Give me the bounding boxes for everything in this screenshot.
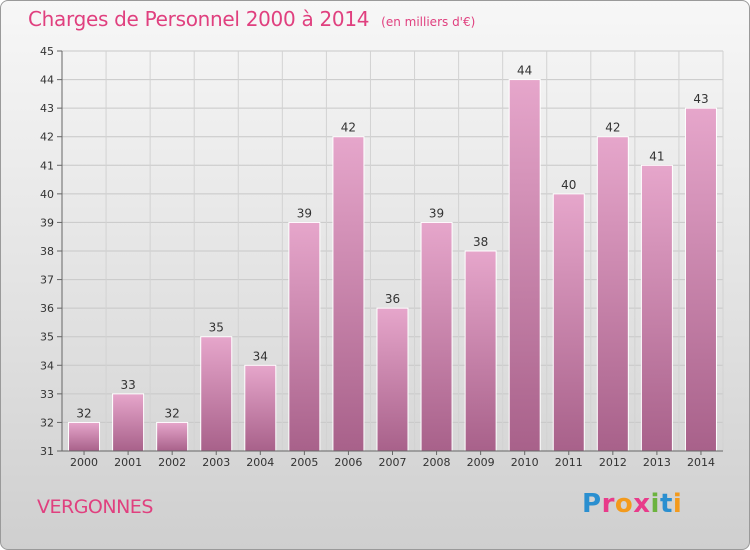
- chart-title: Charges de Personnel 2000 à 2014 (en mill…: [28, 7, 475, 31]
- bars: 32 33 32 35 34 39 42 36 39 38 44 40 42 41 43: [68, 64, 717, 452]
- y-axis: 31 32 33 34 35 36 37 38 39 40 41 42 43 44 45: [40, 45, 63, 458]
- x-tick-label: 2013: [643, 456, 671, 469]
- logo-letter-t: t: [659, 489, 673, 519]
- x-tick-label: 2003: [202, 456, 230, 469]
- x-tick-label: 2009: [467, 456, 495, 469]
- y-tick-label: 39: [40, 216, 54, 229]
- bar: [420, 221, 453, 452]
- data-label: 42: [341, 121, 356, 135]
- data-label: 32: [165, 406, 180, 420]
- data-label: 44: [517, 64, 532, 78]
- y-tick-label: 34: [40, 359, 54, 372]
- data-label: 40: [561, 178, 576, 192]
- data-label: 41: [649, 149, 664, 163]
- x-tick-label: 2004: [246, 456, 274, 469]
- y-tick-label: 40: [40, 188, 54, 201]
- y-tick-label: 33: [40, 388, 54, 401]
- data-label: 33: [120, 378, 135, 392]
- bar: [464, 250, 497, 452]
- bar: [200, 336, 233, 452]
- y-tick-label: 31: [40, 445, 54, 458]
- bar: [112, 393, 145, 452]
- bar: [288, 221, 321, 452]
- y-tick-label: 42: [40, 131, 54, 144]
- x-tick-label: 2011: [555, 456, 583, 469]
- data-label: 34: [253, 349, 268, 363]
- y-tick-label: 38: [40, 245, 54, 258]
- data-label: 32: [76, 406, 91, 420]
- x-tick-label: 2007: [379, 456, 407, 469]
- x-tick-label: 2002: [158, 456, 186, 469]
- y-tick-label: 35: [40, 331, 54, 344]
- bar: [244, 364, 277, 452]
- data-label: 43: [693, 92, 708, 106]
- bar: [684, 107, 717, 452]
- title-text: Charges de Personnel 2000 à 2014: [28, 7, 370, 31]
- proxiti-logo[interactable]: Proxiti: [582, 489, 682, 519]
- y-tick-label: 43: [40, 102, 54, 115]
- logo-letter-o: o: [614, 489, 634, 519]
- data-label: 35: [209, 321, 224, 335]
- x-tick-label: 2005: [290, 456, 318, 469]
- x-tick-label: 2010: [511, 456, 539, 469]
- x-tick-label: 2008: [423, 456, 451, 469]
- bar: [68, 421, 101, 452]
- location-label: VERGONNES: [37, 496, 153, 518]
- x-tick-label: 2014: [687, 456, 715, 469]
- bar: [332, 136, 365, 452]
- y-tick-label: 41: [40, 159, 54, 172]
- y-tick-label: 45: [40, 45, 54, 58]
- bar: [640, 164, 673, 452]
- bar: [596, 136, 629, 452]
- x-axis: 2000 2001 2002 2003 2004 2005 2006 2007 2008 2009…: [62, 450, 723, 469]
- x-tick-label: 2006: [334, 456, 362, 469]
- data-label: 38: [473, 235, 488, 249]
- x-tick-label: 2012: [599, 456, 627, 469]
- data-label: 39: [429, 206, 444, 220]
- bar: [508, 79, 541, 452]
- bar: [156, 421, 189, 452]
- chart-subtitle: (en milliers d'€): [381, 15, 476, 29]
- data-label: 39: [297, 206, 312, 220]
- y-tick-label: 32: [40, 416, 54, 429]
- logo-letter-x: x: [633, 489, 651, 519]
- logo-letter-p: P: [582, 489, 602, 519]
- logo-letter-r: r: [601, 489, 615, 519]
- x-tick-label: 2000: [70, 456, 98, 469]
- logo-letter-i2: i: [672, 489, 683, 519]
- data-label: 36: [385, 292, 400, 306]
- bar: [376, 307, 409, 452]
- data-label: 42: [605, 121, 620, 135]
- x-tick-label: 2001: [114, 456, 142, 469]
- y-tick-label: 44: [40, 74, 54, 87]
- bar: [552, 193, 585, 452]
- y-tick-label: 37: [40, 274, 54, 287]
- logo-letter-i: i: [650, 489, 660, 519]
- y-tick-label: 36: [40, 302, 54, 315]
